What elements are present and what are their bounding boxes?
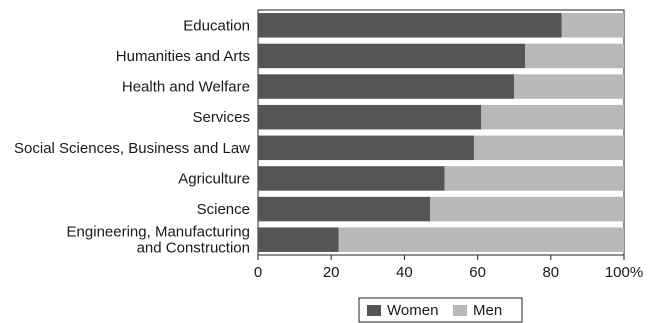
legend-box [358,297,523,323]
x-tick-label: 20 [323,264,340,281]
bar-women-8 [258,227,339,252]
bar-men-5 [473,135,624,161]
bar-men-6 [444,166,624,191]
category-label: Agriculture [178,170,250,187]
x-tick-label: 40 [396,264,413,281]
bar-women-3 [258,74,515,99]
category-label: Science [197,201,250,218]
category-label: Engineering, Manufacturing [67,224,250,241]
bar-women-5 [258,135,474,161]
bar-women-6 [258,166,445,191]
bar-men-4 [481,104,624,130]
bar-women-4 [258,104,482,130]
category-label: Health and Welfare [122,79,250,96]
x-tick-label: 0 [254,264,262,281]
category-label: Services [192,109,250,126]
x-tick-label: 100% [605,264,643,281]
category-label: Humanities and Arts [116,48,250,65]
category-label: and Construction [137,240,250,257]
bar-men-1 [561,13,624,38]
category-label: Social Sciences, Business and Law [14,140,250,157]
category-labels: Education Humanities and Arts Health and W… [14,17,250,256]
x-tick-label: 80 [542,264,559,281]
bar-men-3 [514,74,624,99]
bar-men-7 [430,196,624,222]
legend: Women Men [358,297,523,323]
bar-men-8 [338,227,624,252]
x-axis: 0 20 40 60 80 100% [254,255,643,281]
legend-label-women: Women [387,302,438,319]
legend-swatch-men [453,305,467,316]
bar-women-2 [258,43,526,69]
bar-men-2 [525,43,624,69]
legend-label-men: Men [473,302,502,319]
bars [258,13,624,252]
bar-women-7 [258,196,431,222]
category-label: Education [183,17,250,34]
bar-women-1 [258,13,562,38]
x-tick-label: 60 [469,264,486,281]
legend-swatch-women [367,305,381,316]
